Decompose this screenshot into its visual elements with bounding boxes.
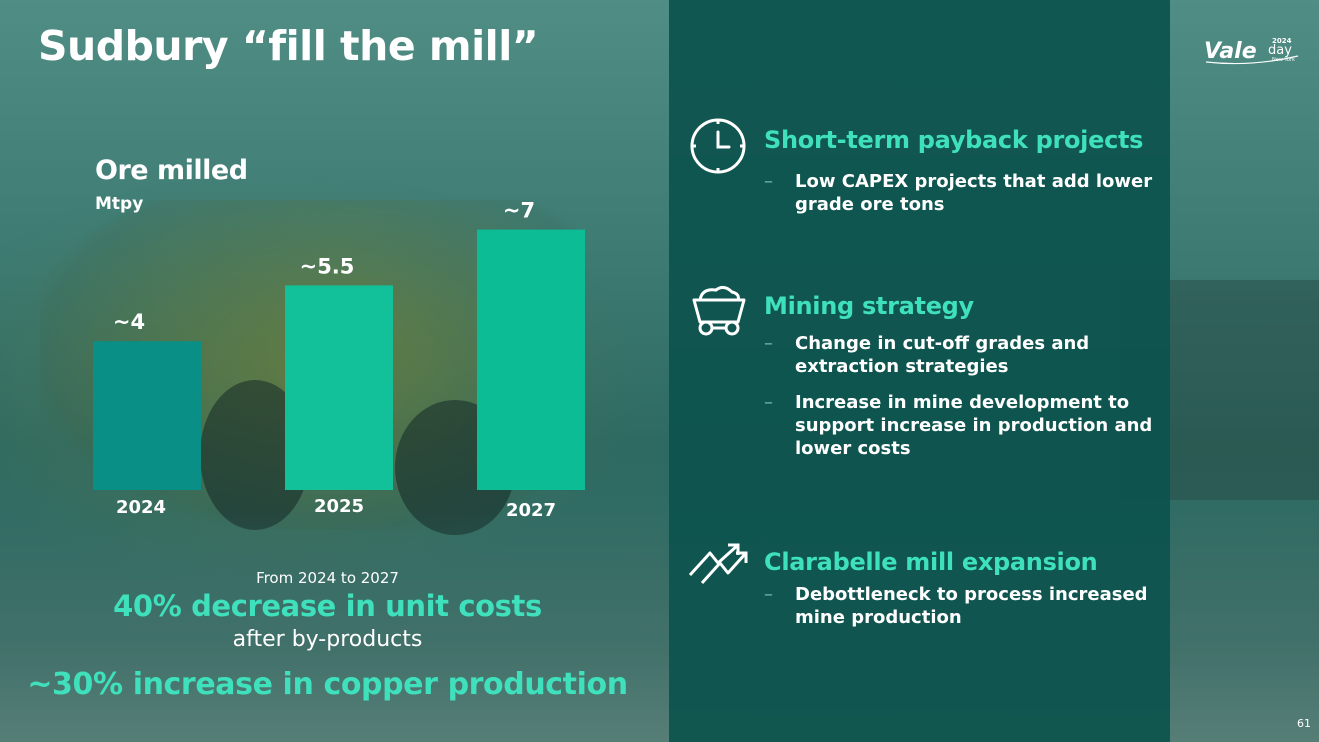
chart-title: Ore milled xyxy=(95,155,248,186)
section-title: Clarabelle mill expansion xyxy=(764,548,1098,576)
bar-2025 xyxy=(285,285,393,490)
logo-city: New York xyxy=(1272,57,1295,63)
data-label: ~5.5 xyxy=(300,254,355,278)
footer-unit-cost: 40% decrease in unit costs xyxy=(113,589,542,623)
bullet-item: – Increase in mine development to support… xyxy=(764,392,1153,459)
mine-cart-icon xyxy=(692,285,746,336)
trending-up-icon xyxy=(688,543,748,585)
bullet-text: Low CAPEX projects that add lower grade … xyxy=(795,171,1153,215)
category-label: 2024 xyxy=(116,497,166,518)
bullet-text: Increase in mine development to support … xyxy=(795,392,1153,459)
section-title: Short-term payback projects xyxy=(764,126,1144,154)
footer-subtitle: From 2024 to 2027 xyxy=(256,569,399,587)
footer-copper: ~30% increase in copper production xyxy=(27,667,628,702)
logo-brand: Vale xyxy=(1204,39,1257,64)
category-label: 2027 xyxy=(506,500,556,521)
category-label: 2025 xyxy=(314,496,364,517)
bullet-list: – Change in cut-off grades and extraction… xyxy=(764,332,1154,473)
bar-2027 xyxy=(477,229,585,490)
bullet-list: – Debottleneck to process increased mine … xyxy=(764,583,1154,642)
bullet-item: – Low CAPEX projects that add lower grade… xyxy=(764,171,1153,215)
right-panel xyxy=(669,0,1170,742)
data-label: ~4 xyxy=(113,310,145,334)
page-number: 61 xyxy=(1297,717,1311,730)
vale-day-logo: Vale 2024 day New York xyxy=(1204,37,1299,65)
clock-icon xyxy=(690,118,746,174)
bar-2024 xyxy=(93,341,201,490)
data-label: ~7 xyxy=(503,199,535,223)
chart-unit: Mtpy xyxy=(95,194,144,214)
bullet-text: Change in cut-off grades and extraction … xyxy=(795,333,1090,377)
bullet-item: – Change in cut-off grades and extraction… xyxy=(764,333,1090,377)
ore-milled-chart: ~4 2024 ~5.5 2025 ~7 2027 xyxy=(93,199,585,521)
logo-event: day xyxy=(1268,43,1292,58)
footer-by-products: after by-products xyxy=(232,627,423,652)
bullet-text: Debottleneck to process increased mine p… xyxy=(795,584,1148,628)
bullet-item: – Debottleneck to process increased mine … xyxy=(764,584,1148,628)
section-title: Mining strategy xyxy=(764,292,974,320)
logo-swoosh xyxy=(1205,55,1299,65)
logo-year: 2024 xyxy=(1272,37,1292,45)
bullet-list: – Low CAPEX projects that add lower grade… xyxy=(764,170,1154,229)
slide-title: Sudbury “fill the mill” xyxy=(38,22,539,70)
